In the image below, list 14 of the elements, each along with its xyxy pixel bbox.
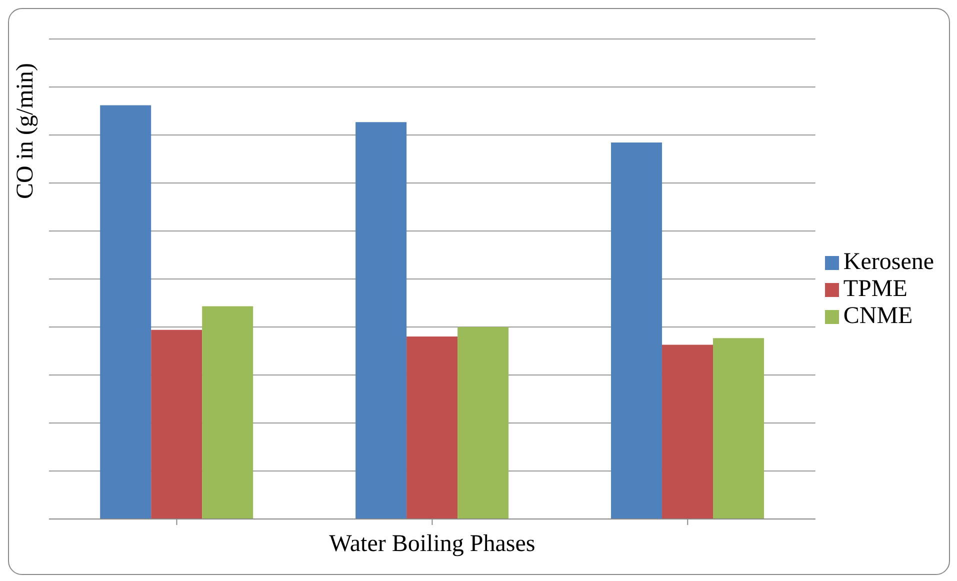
bar: [458, 327, 509, 519]
bar: [611, 142, 662, 519]
y-axis-title: CO in (g/min): [12, 63, 39, 199]
bar: [100, 105, 152, 519]
legend-label: TPME: [843, 276, 908, 302]
bar: [662, 344, 714, 519]
bar: [202, 306, 254, 519]
bar: [151, 330, 202, 519]
bar: [713, 338, 764, 519]
x-axis-title: Water Boiling Phases: [329, 531, 536, 557]
legend-label: CNME: [843, 302, 913, 328]
bar: [406, 336, 458, 519]
legend-label: Kerosene: [843, 248, 934, 274]
bar: [356, 122, 407, 519]
